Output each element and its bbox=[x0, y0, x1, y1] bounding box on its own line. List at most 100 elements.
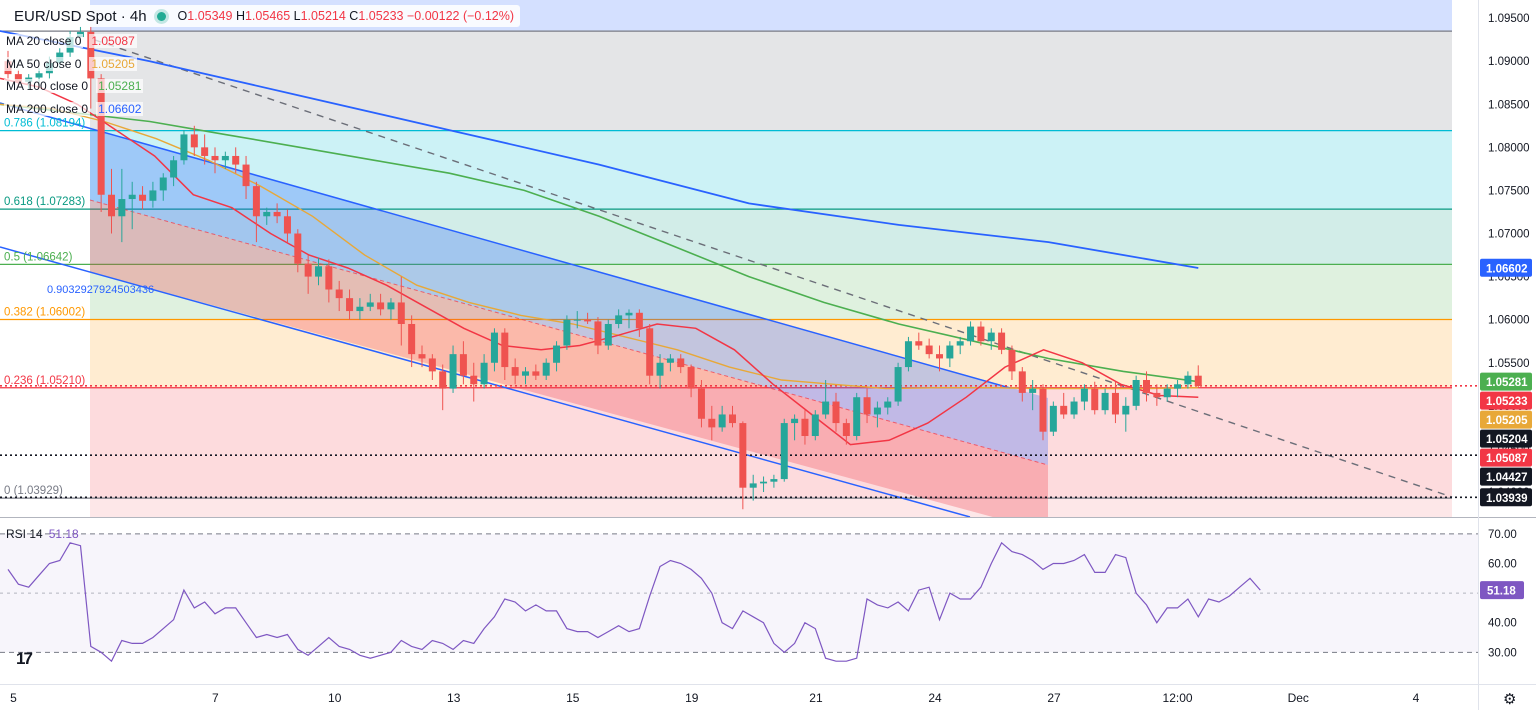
candle-body bbox=[853, 397, 861, 437]
price-tag-box bbox=[1480, 429, 1532, 448]
candle-body bbox=[936, 354, 943, 359]
candle bbox=[998, 328, 1006, 355]
price-tag: 1.05205 bbox=[1480, 410, 1532, 429]
channel-label: 0.9032927924503436 bbox=[47, 284, 154, 296]
candle-body bbox=[294, 233, 302, 264]
candle bbox=[604, 319, 612, 350]
candle bbox=[1132, 375, 1140, 411]
rsi-legend[interactable]: RSI 14 51.18 bbox=[6, 527, 79, 541]
candle-body bbox=[501, 332, 509, 368]
candle-body bbox=[356, 306, 364, 312]
candle-body bbox=[170, 160, 178, 178]
symbol-title[interactable]: EUR/USD Spot · 4h bbox=[14, 7, 147, 25]
candle bbox=[904, 336, 912, 372]
candle bbox=[387, 298, 395, 320]
y-tick-label: 1.06000 bbox=[1488, 315, 1530, 327]
candle-body bbox=[201, 147, 209, 156]
candle bbox=[718, 405, 726, 432]
candle-body bbox=[625, 312, 633, 316]
rsi-tag-label: 51.18 bbox=[1487, 586, 1516, 598]
candle-body bbox=[418, 354, 426, 359]
candle bbox=[418, 345, 426, 368]
ma100-legend[interactable]: MA 100 close 0 1.05281 bbox=[4, 79, 144, 94]
fib-label: 0 (1.03929) bbox=[4, 485, 63, 497]
ohlc-low: 1.05214 bbox=[300, 9, 346, 23]
candle bbox=[449, 345, 457, 393]
candle bbox=[532, 364, 540, 380]
candle bbox=[615, 309, 623, 329]
candle-body bbox=[139, 194, 147, 201]
candle-body bbox=[211, 155, 219, 161]
candle bbox=[170, 155, 178, 187]
candle-body bbox=[594, 321, 602, 346]
candle-body bbox=[956, 341, 964, 346]
ma-legend: MA 20 close 0 1.05087 MA 50 close 0 1.0520… bbox=[4, 30, 144, 120]
candle-body bbox=[459, 354, 467, 376]
tradingview-logo-icon[interactable]: 17 bbox=[16, 649, 33, 668]
candle bbox=[480, 354, 488, 389]
candle bbox=[1153, 384, 1161, 406]
candle bbox=[791, 414, 799, 441]
candle-body bbox=[646, 328, 654, 376]
candle-body bbox=[1163, 388, 1171, 398]
candle bbox=[346, 289, 354, 320]
candle-body bbox=[1091, 388, 1099, 411]
candle bbox=[853, 392, 861, 441]
candle bbox=[1018, 367, 1026, 402]
candle-body bbox=[1132, 379, 1140, 406]
candle bbox=[108, 168, 115, 234]
candle-body bbox=[656, 362, 664, 376]
candle bbox=[118, 168, 126, 243]
candle-body bbox=[35, 73, 43, 78]
candle-body bbox=[946, 345, 954, 359]
ohlc-open: 1.05349 bbox=[187, 9, 233, 23]
candle-body bbox=[894, 367, 902, 402]
candle-body bbox=[987, 332, 995, 342]
candle bbox=[1143, 371, 1150, 402]
candle-body bbox=[108, 194, 115, 217]
candle bbox=[1029, 379, 1037, 411]
symbol-header: EUR/USD Spot · 4h O1.05349 H1.05465 L1.0… bbox=[8, 5, 521, 27]
candle-body bbox=[687, 367, 695, 389]
candle-body bbox=[1184, 375, 1192, 385]
y-tick-label: 1.08500 bbox=[1488, 99, 1530, 111]
candle bbox=[801, 410, 809, 445]
candle-body bbox=[873, 407, 881, 415]
candle-body bbox=[335, 289, 343, 299]
candle bbox=[294, 229, 302, 273]
candle-body bbox=[470, 375, 478, 385]
candle-body bbox=[1029, 388, 1037, 393]
candle-body bbox=[553, 345, 561, 363]
candle bbox=[832, 392, 840, 432]
candle-body bbox=[1153, 392, 1161, 398]
candle-body bbox=[221, 155, 229, 161]
fib-zone bbox=[90, 130, 1452, 210]
candle bbox=[1111, 381, 1119, 424]
candle-body bbox=[346, 298, 354, 312]
candle-body bbox=[1101, 392, 1109, 411]
candle-body bbox=[770, 479, 778, 482]
x-tick-label: 4 bbox=[1413, 691, 1420, 705]
ma50-legend[interactable]: MA 50 close 0 1.05205 bbox=[4, 56, 137, 71]
candle bbox=[873, 401, 881, 428]
candle-body bbox=[118, 199, 126, 217]
candle bbox=[563, 315, 571, 350]
gear-icon[interactable]: ⚙ bbox=[1503, 691, 1517, 708]
candle-body bbox=[801, 418, 809, 437]
candle bbox=[1049, 401, 1057, 437]
candle bbox=[987, 328, 995, 350]
candle bbox=[159, 173, 167, 201]
rsi-tick-label: 70.00 bbox=[1488, 529, 1517, 541]
candle-body bbox=[397, 302, 405, 324]
ma200-legend[interactable]: MA 200 close 0 1.06602 bbox=[4, 101, 144, 116]
candle bbox=[894, 362, 902, 406]
candle bbox=[1039, 384, 1047, 441]
candle bbox=[1008, 345, 1016, 380]
candle-body bbox=[252, 186, 260, 217]
candle bbox=[749, 474, 757, 501]
ma20-legend[interactable]: MA 20 close 0 1.05087 bbox=[4, 34, 137, 49]
candle bbox=[780, 418, 788, 482]
candle-body bbox=[128, 194, 136, 200]
